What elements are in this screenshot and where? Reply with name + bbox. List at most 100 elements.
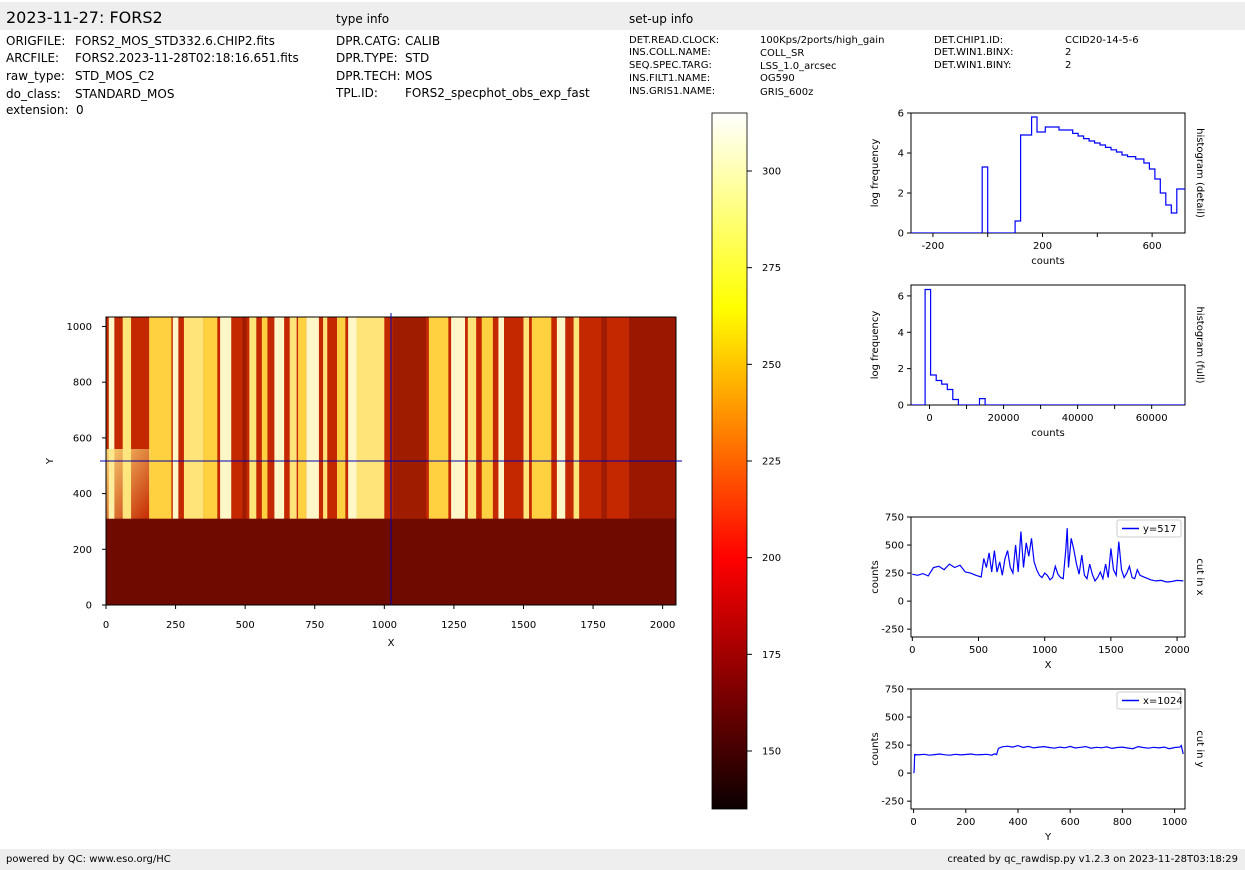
dark-band: [392, 317, 427, 519]
bright-band: [451, 317, 466, 519]
image-edge: [629, 317, 676, 519]
type-info-key: TPL.ID:: [336, 86, 378, 100]
x-tick-label: 1500: [1098, 645, 1123, 656]
bright-band: [323, 317, 328, 519]
file-info-value: STANDARD_MOS: [75, 87, 175, 101]
y-tick-label: 750: [885, 513, 904, 524]
bright-band: [203, 317, 218, 519]
setup-info-value: OG590: [760, 73, 795, 84]
setup-info-value: LSS_1.0_arcsec: [760, 61, 837, 72]
legend-box: [1116, 519, 1182, 538]
histogram-line: [911, 288, 1185, 405]
file-info-value: FORS2_MOS_STD332.6.CHIP2.fits: [75, 34, 275, 48]
panel-title: histogram (full): [1194, 306, 1205, 383]
y-tick-label: 200: [73, 545, 92, 556]
y-tick-label: 250: [885, 569, 904, 580]
setup-info-value: 2: [1065, 60, 1072, 71]
bright-band: [556, 317, 566, 519]
bright-band: [149, 317, 172, 519]
x-tick-label: 1000: [372, 620, 397, 631]
setup-info-heading: set-up info: [629, 12, 694, 26]
x-tick-label: 400: [1008, 817, 1027, 828]
bright-band: [498, 317, 504, 519]
type-info-heading: type info: [336, 12, 390, 26]
x-tick-label: 500: [236, 620, 255, 631]
bright-band: [428, 317, 449, 519]
x-tick-label: 500: [969, 645, 988, 656]
x-tick-label: 750: [305, 620, 324, 631]
x-tick-label: 200: [956, 817, 975, 828]
bright-band: [122, 317, 132, 519]
series-line: [913, 744, 1184, 774]
bright-band: [337, 317, 346, 519]
colorbar-tick-label: 300: [762, 167, 781, 178]
setup-info-value: 2: [1065, 47, 1072, 58]
x-tick-label: 1000: [1032, 645, 1057, 656]
dark-band: [601, 317, 607, 519]
y-tick-label: 6: [898, 291, 904, 302]
setup-info-key: SEQ.SPEC.TARG:: [629, 60, 712, 71]
y-tick-label: 500: [885, 713, 904, 724]
legend-box: [1116, 691, 1182, 710]
setup-info-key: DET.READ.CLOCK:: [629, 35, 720, 46]
bright-band: [348, 317, 357, 519]
y-tick-label: 4: [898, 149, 904, 160]
y-tick-label: 2: [898, 189, 904, 200]
type-info-value: STD: [405, 51, 430, 65]
x-tick-label: 20000: [988, 413, 1020, 424]
x-tick-label: 40000: [1062, 413, 1094, 424]
bright-band: [249, 317, 257, 519]
histogram-detail-panel: -200 200 600 0 2 4 6 counts log frequency histogr…: [870, 109, 1205, 268]
x-tick-label: 1000: [1162, 817, 1187, 828]
page-title: 2023-11-27: FORS2: [6, 8, 163, 27]
x-axis-label: counts: [1031, 256, 1064, 267]
setup-info-key: DET.WIN1.BINX:: [934, 47, 1014, 58]
x-axis-label: Y: [1044, 832, 1052, 843]
histogram-full-panel: 0 20000 40000 60000 0 2 4 6 counts log frequency h…: [870, 284, 1205, 439]
x-axis-label: X: [1045, 660, 1052, 671]
x-tick-label: 1750: [580, 620, 605, 631]
bright-band: [531, 317, 552, 519]
x-tick-label: 0: [926, 413, 932, 424]
colorbar-tick-label: 225: [762, 457, 781, 468]
type-info-key: DPR.TYPE:: [336, 51, 398, 65]
type-info-key: DPR.TECH:: [336, 69, 401, 83]
panel-title: cut in y: [1194, 730, 1205, 767]
y-tick-label: 0: [898, 229, 904, 240]
y-tick-label: 0: [898, 769, 904, 780]
setup-info-key: INS.FILT1.NAME:: [629, 73, 711, 84]
setup-info-value: CCID20-14-5-6: [1065, 35, 1139, 46]
file-info-value: 0: [76, 103, 84, 117]
bright-band: [183, 317, 204, 519]
bright-band: [261, 317, 268, 519]
histogram-line: [911, 116, 1185, 233]
legend-label: x=1024: [1143, 696, 1183, 707]
y-tick-label: -250: [881, 625, 904, 636]
y-axis-label: Y: [45, 457, 56, 465]
bright-band: [108, 317, 115, 519]
footer-bar: [0, 849, 1245, 870]
bright-band: [172, 317, 179, 519]
y-axis-label: counts: [870, 560, 881, 593]
image-panel: 0 250 500 750 1000 1250 1500 1750 2000 0 200 400 600…: [45, 313, 682, 649]
setup-info-value: 100Kps/2ports/high_gain: [760, 35, 885, 46]
footer-right: created by qc_rawdisp.py v1.2.3 on 2023-…: [947, 854, 1238, 865]
x-tick-label: 2000: [1164, 645, 1189, 656]
bright-band: [467, 317, 477, 519]
plot-frame: [910, 284, 1186, 406]
file-info-value: STD_MOS_C2: [75, 69, 155, 83]
y-tick-label: 750: [885, 685, 904, 696]
setup-info-key: DET.CHIP1.ID:: [934, 35, 1004, 46]
setup-info-value: COLL_SR: [760, 48, 805, 59]
footer-left: powered by QC: www.eso.org/HC: [6, 854, 171, 865]
x-tick-label: 0: [910, 817, 916, 828]
bright-band: [220, 317, 232, 519]
x-tick-label: 0: [103, 620, 109, 631]
x-tick-label: 1500: [511, 620, 536, 631]
y-axis-label: counts: [870, 732, 881, 765]
legend-label: y=517: [1143, 524, 1176, 535]
bright-band: [274, 317, 285, 519]
glow-corner: [106, 449, 151, 519]
header-bar: [0, 2, 1245, 30]
